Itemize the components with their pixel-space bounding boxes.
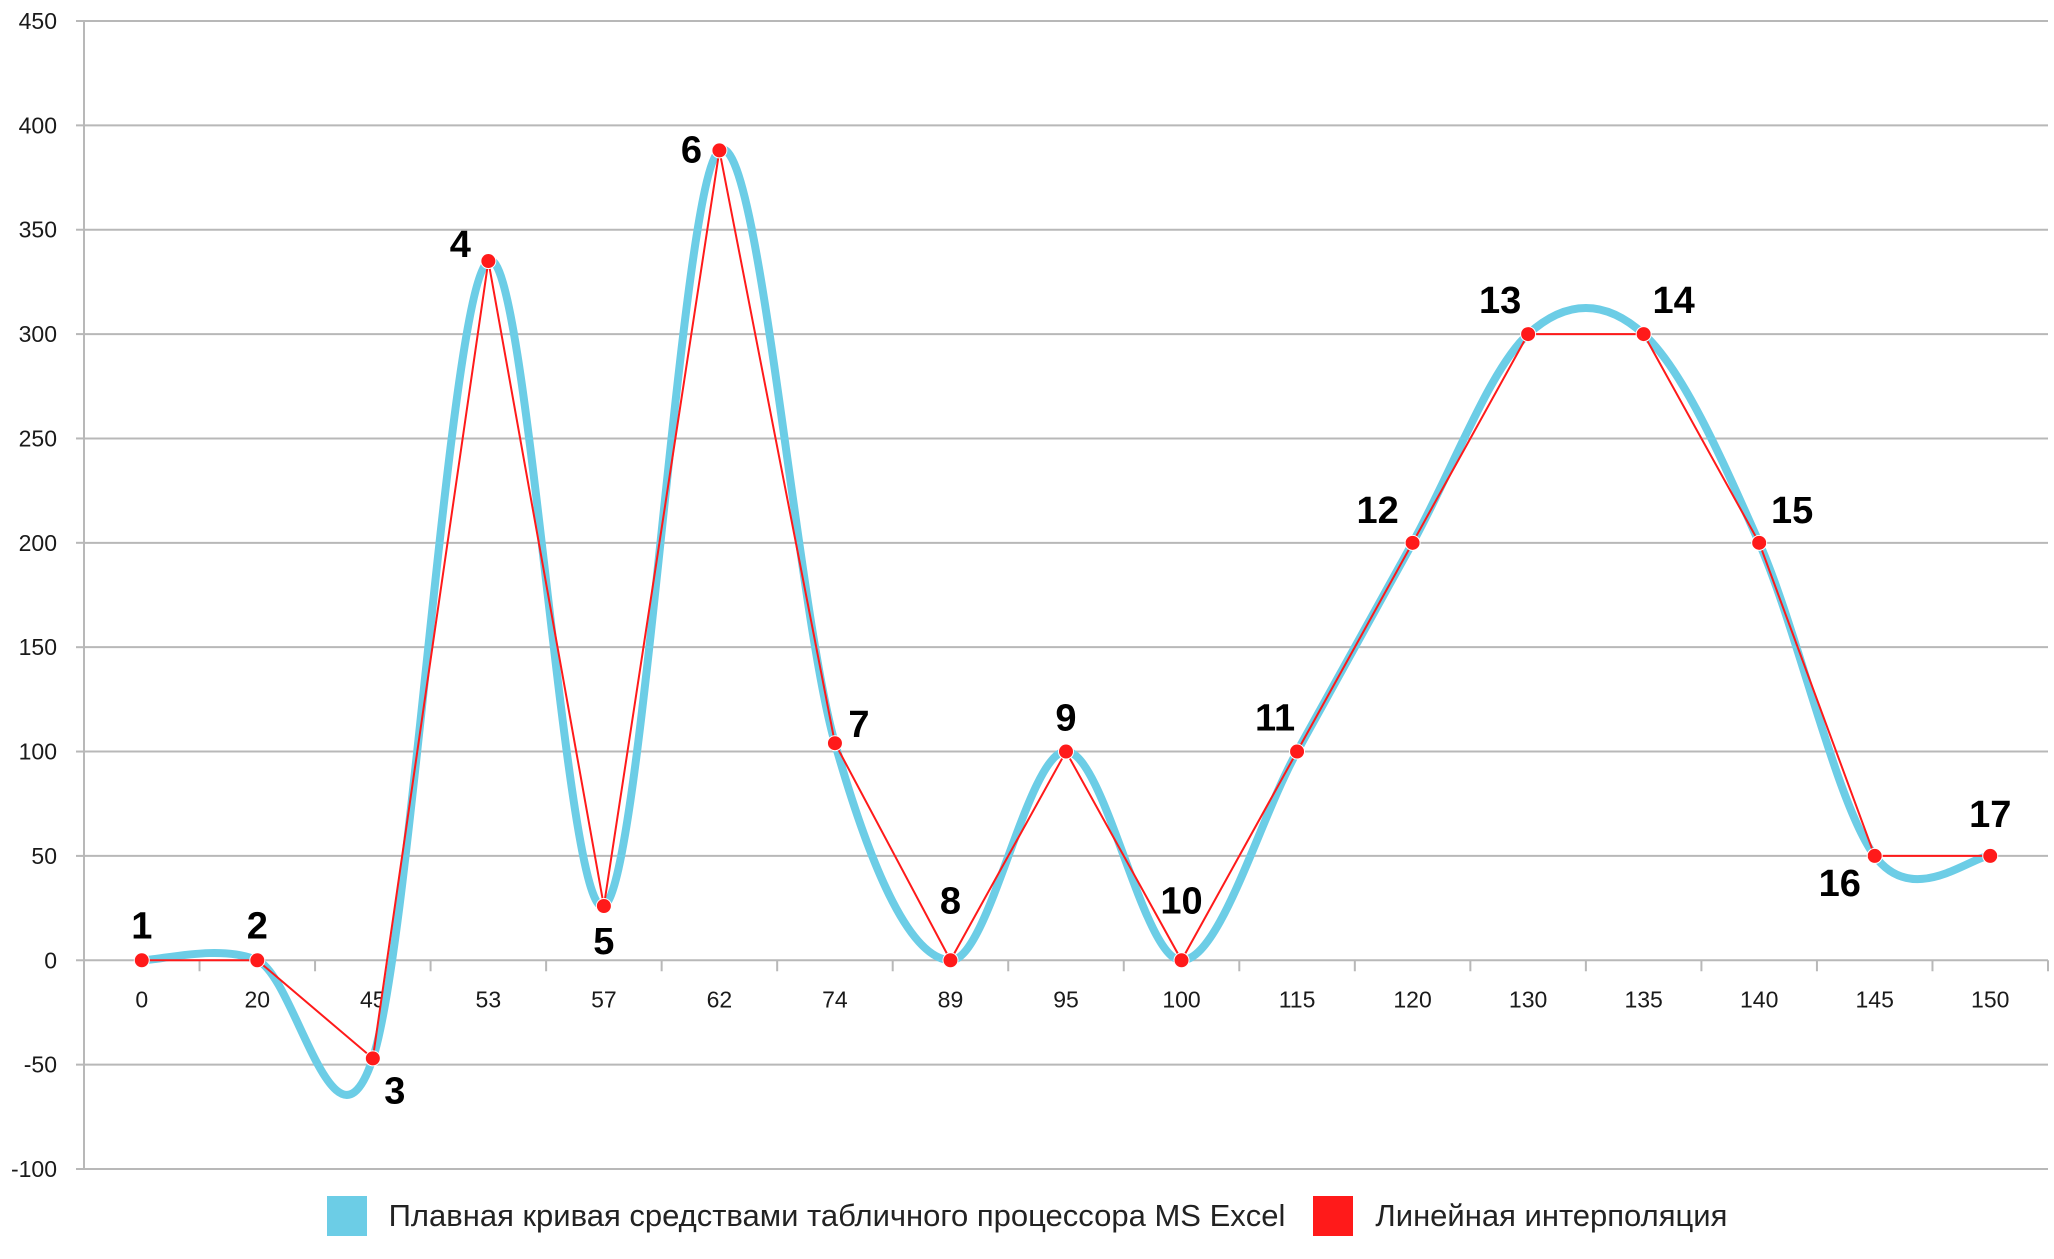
y-tick-label: 200 — [19, 530, 57, 556]
point-number-label: 1 — [131, 905, 152, 947]
point-number-label: 4 — [450, 224, 471, 266]
x-tick-label: 130 — [1509, 986, 1547, 1012]
data-point-marker — [1404, 534, 1421, 551]
y-tick-label: 400 — [19, 112, 57, 138]
point-number-label: 6 — [681, 129, 702, 171]
legend: Плавная кривая средствами табличного про… — [0, 1196, 2054, 1236]
point-number-label: 9 — [1055, 698, 1076, 740]
markers-layer — [133, 142, 1999, 1067]
x-tick-label: 100 — [1162, 986, 1200, 1012]
data-point-marker — [1173, 952, 1190, 969]
x-tick-label: 120 — [1393, 986, 1431, 1012]
data-point-marker — [133, 952, 150, 969]
data-point-marker — [595, 898, 612, 915]
x-tick-label: 150 — [1971, 986, 2009, 1012]
x-tick-label: 57 — [591, 986, 617, 1012]
data-point-marker — [1751, 534, 1768, 551]
y-tick-label: 150 — [19, 634, 57, 660]
x-tick-label: 74 — [822, 986, 848, 1012]
y-tick-label: 0 — [44, 947, 57, 973]
data-point-marker — [711, 142, 728, 159]
gridlines — [76, 20, 2049, 1170]
legend-swatch-smooth — [326, 1196, 367, 1236]
x-axis-ticks: 0 20 45 53 57 62 74 89 95 100 115 120 130 135 140 145 15… — [135, 986, 2009, 1012]
x-tick-label: 20 — [244, 986, 270, 1012]
y-tick-label: -50 — [24, 1052, 57, 1078]
point-number-label: 15 — [1771, 490, 1813, 532]
y-tick-label: 250 — [19, 425, 57, 451]
x-tick-label: 95 — [1053, 986, 1079, 1012]
data-point-marker — [1289, 743, 1306, 760]
legend-item-smooth: Плавная кривая средствами табличного про… — [326, 1196, 1286, 1236]
data-point-marker — [1982, 847, 1999, 864]
point-number-label: 10 — [1160, 880, 1202, 922]
point-number-label: 2 — [247, 905, 268, 947]
point-number-label: 13 — [1479, 280, 1521, 322]
x-tick-label: 53 — [476, 986, 502, 1012]
series-smooth-curve — [137, 145, 1995, 1099]
point-number-label: 5 — [593, 921, 614, 963]
legend-swatch-linear — [1313, 1196, 1354, 1236]
x-tick-label: 89 — [938, 986, 964, 1012]
point-number-label: 17 — [1969, 794, 2011, 836]
y-tick-label: 450 — [19, 8, 57, 34]
y-tick-label: 50 — [31, 843, 57, 869]
x-tick-label: 62 — [707, 986, 733, 1012]
data-point-marker — [1635, 326, 1652, 343]
y-tick-label: 300 — [19, 321, 57, 347]
point-number-label: 7 — [848, 704, 869, 746]
point-number-label: 11 — [1255, 698, 1295, 740]
point-number-label: 3 — [384, 1070, 405, 1112]
data-point-marker — [942, 952, 959, 969]
data-point-marker — [1058, 743, 1074, 760]
series-layer — [137, 145, 1995, 1099]
y-tick-label: 100 — [19, 739, 57, 765]
data-point-marker — [249, 952, 266, 969]
data-point-marker — [1866, 847, 1883, 864]
y-tick-label: 350 — [19, 217, 57, 243]
data-point-marker — [1520, 326, 1537, 343]
x-tick-label: 145 — [1856, 986, 1894, 1012]
point-number-label: 14 — [1653, 280, 1695, 322]
x-tick-label: 0 — [135, 986, 148, 1012]
data-point-marker — [826, 735, 843, 752]
point-number-label: 16 — [1819, 863, 1861, 905]
x-tick-label: 140 — [1740, 986, 1778, 1012]
legend-label-smooth: Плавная кривая средствами табличного про… — [388, 1198, 1286, 1233]
series-linear-line — [141, 150, 1991, 1061]
data-point-marker — [364, 1050, 381, 1067]
point-number-label: 8 — [940, 880, 961, 922]
x-tick-label: 135 — [1624, 986, 1662, 1012]
x-tick-label: 115 — [1279, 986, 1316, 1012]
legend-label-linear: Линейная интерполяция — [1375, 1198, 1728, 1233]
y-axis-ticks: 450 400 350 300 250 200 150 100 50 0 -50 -100 — [11, 8, 57, 1182]
legend-item-linear: Линейная интерполяция — [1313, 1196, 1727, 1236]
point-number-label: 12 — [1356, 490, 1398, 532]
data-point-marker — [480, 253, 497, 270]
y-tick-label: -100 — [11, 1156, 57, 1182]
